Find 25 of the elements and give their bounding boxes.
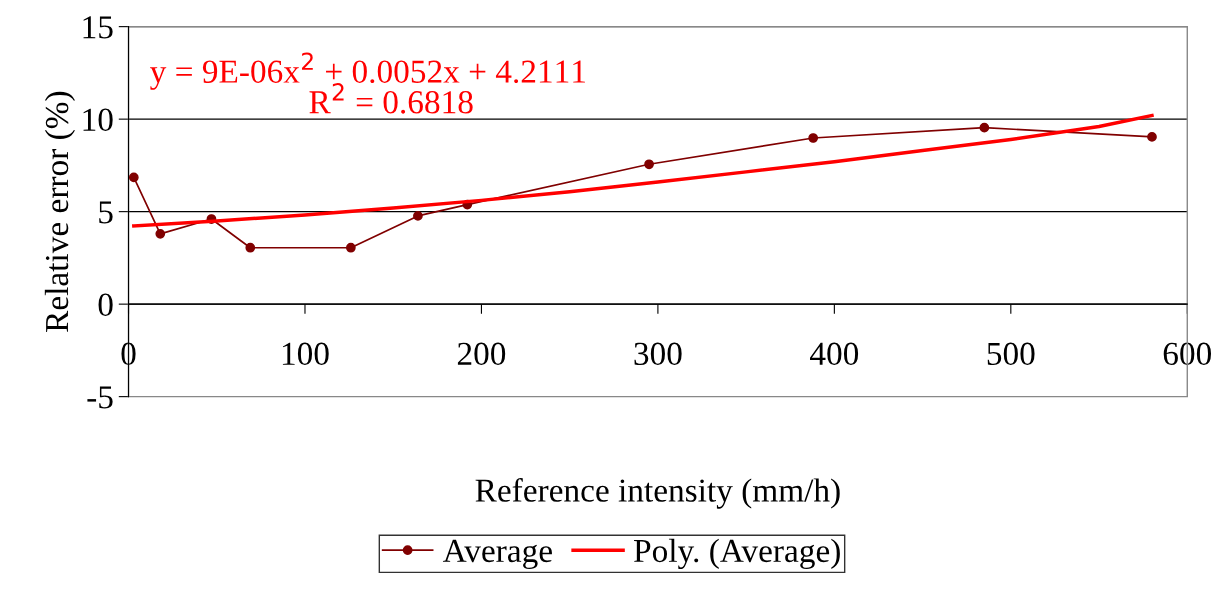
point [1147,132,1157,142]
y-axis-title: Relative error (%) [44,91,76,332]
x-tick-label: 300 [634,342,682,366]
point [979,122,990,133]
line-series [132,113,1154,228]
y-tick-label: 10 [83,108,113,132]
x-axis-title: Reference intensity (mm/h) [475,478,840,509]
point [644,159,654,170]
point [808,133,819,143]
y-tick-label: -5 [87,386,113,409]
point [345,242,356,253]
legend-label: Poly. (Average) [634,538,840,570]
y-tick-label: 15 [83,16,113,39]
point [128,172,139,183]
x-tick-label: 500 [987,342,1035,366]
x-tick-label: 200 [457,342,506,366]
x-tick-label: 100 [282,342,329,366]
point [413,211,423,221]
y-tick-label: 0 [98,293,113,317]
point [245,242,256,253]
x-tick-label: 600 [1163,342,1212,366]
legend-label: Average [442,539,552,570]
y-tick-label: 5 [99,201,113,224]
x-tick-label: 400 [810,342,859,366]
point [155,228,166,239]
